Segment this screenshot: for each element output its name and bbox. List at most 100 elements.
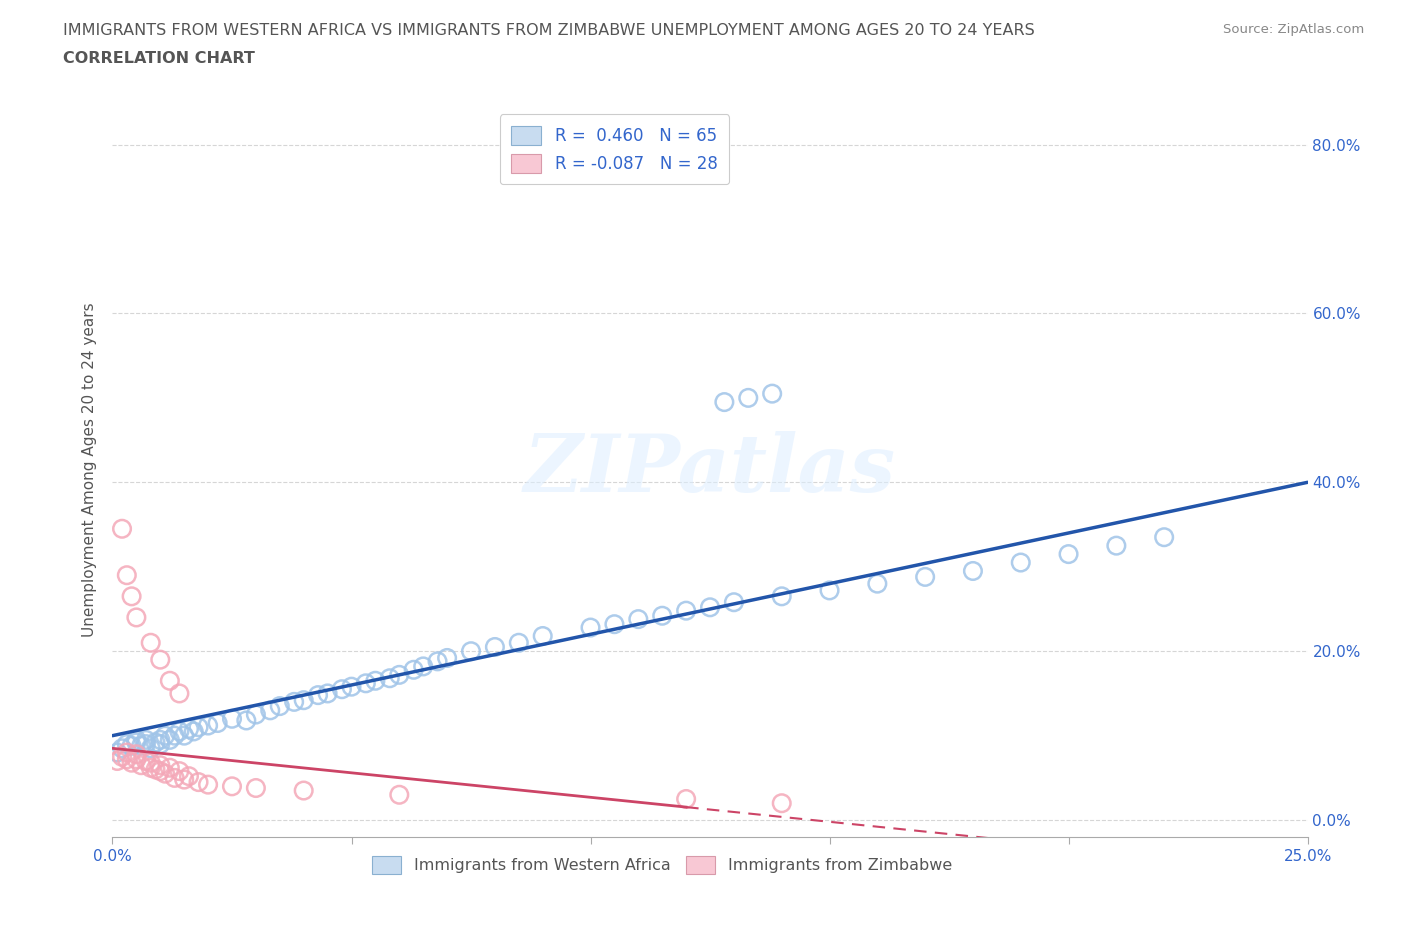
Point	[105, 745, 128, 760]
Point	[111, 522, 134, 537]
Text: Source: ZipAtlas.com: Source: ZipAtlas.com	[1223, 23, 1364, 36]
Point	[484, 640, 506, 655]
Point	[412, 659, 434, 674]
Point	[962, 564, 984, 578]
Point	[149, 652, 172, 667]
Point	[125, 610, 148, 625]
Point	[159, 733, 181, 748]
Point	[316, 686, 339, 701]
Point	[675, 791, 697, 806]
Point	[675, 604, 697, 618]
Point	[149, 733, 172, 748]
Point	[737, 391, 759, 405]
Point	[139, 635, 162, 650]
Point	[579, 620, 602, 635]
Point	[187, 775, 209, 790]
Point	[111, 741, 134, 756]
Point	[187, 720, 209, 735]
Point	[139, 761, 162, 776]
Point	[169, 686, 191, 701]
Point	[914, 569, 936, 584]
Point	[111, 750, 134, 764]
Point	[121, 589, 143, 604]
Point	[866, 577, 889, 591]
Point	[121, 738, 143, 753]
Point	[159, 673, 181, 688]
Point	[1057, 547, 1080, 562]
Point	[169, 764, 191, 778]
Point	[145, 735, 167, 750]
Point	[436, 650, 458, 665]
Point	[169, 724, 191, 738]
Text: CORRELATION CHART: CORRELATION CHART	[63, 51, 254, 66]
Point	[139, 741, 162, 756]
Point	[235, 713, 257, 728]
Legend: Immigrants from Western Africa, Immigrants from Zimbabwe: Immigrants from Western Africa, Immigran…	[366, 849, 959, 881]
Point	[1153, 530, 1175, 545]
Point	[115, 737, 138, 751]
Point	[508, 635, 530, 650]
Point	[115, 751, 138, 766]
Point	[531, 629, 554, 644]
Point	[770, 589, 793, 604]
Point	[177, 722, 200, 737]
Point	[330, 682, 353, 697]
Point	[402, 662, 425, 677]
Point	[354, 676, 377, 691]
Point	[149, 737, 172, 751]
Point	[388, 668, 411, 683]
Point	[173, 728, 195, 743]
Point	[651, 608, 673, 623]
Point	[713, 394, 735, 409]
Point	[197, 718, 219, 733]
Point	[269, 698, 291, 713]
Point	[364, 673, 387, 688]
Point	[129, 738, 152, 753]
Text: IMMIGRANTS FROM WESTERN AFRICA VS IMMIGRANTS FROM ZIMBABWE UNEMPLOYMENT AMONG AG: IMMIGRANTS FROM WESTERN AFRICA VS IMMIGR…	[63, 23, 1035, 38]
Point	[197, 777, 219, 792]
Point	[699, 600, 721, 615]
Point	[149, 764, 172, 778]
Point	[135, 737, 157, 751]
Point	[125, 751, 148, 766]
Point	[378, 671, 401, 685]
Point	[125, 735, 148, 750]
Point	[145, 762, 167, 777]
Y-axis label: Unemployment Among Ages 20 to 24 years: Unemployment Among Ages 20 to 24 years	[82, 302, 97, 637]
Point	[426, 654, 449, 669]
Point	[163, 728, 186, 743]
Point	[388, 788, 411, 803]
Point	[115, 745, 138, 760]
Point	[207, 715, 229, 730]
Point	[149, 758, 172, 773]
Point	[121, 755, 143, 770]
Point	[153, 728, 176, 743]
Point	[183, 724, 205, 738]
Point	[153, 766, 176, 781]
Point	[105, 753, 128, 768]
Point	[115, 568, 138, 583]
Point	[723, 595, 745, 610]
Point	[125, 747, 148, 762]
Point	[221, 711, 243, 726]
Text: ZIPatlas: ZIPatlas	[524, 431, 896, 509]
Point	[139, 755, 162, 770]
Point	[221, 779, 243, 794]
Point	[292, 693, 315, 708]
Point	[818, 583, 841, 598]
Point	[627, 612, 650, 627]
Point	[1105, 538, 1128, 553]
Point	[135, 753, 157, 768]
Point	[307, 687, 329, 702]
Point	[245, 780, 267, 795]
Point	[283, 695, 305, 710]
Point	[177, 769, 200, 784]
Point	[163, 770, 186, 785]
Point	[159, 761, 181, 776]
Point	[245, 707, 267, 722]
Point	[770, 796, 793, 811]
Point	[292, 783, 315, 798]
Point	[603, 617, 626, 631]
Point	[173, 772, 195, 787]
Point	[340, 679, 363, 694]
